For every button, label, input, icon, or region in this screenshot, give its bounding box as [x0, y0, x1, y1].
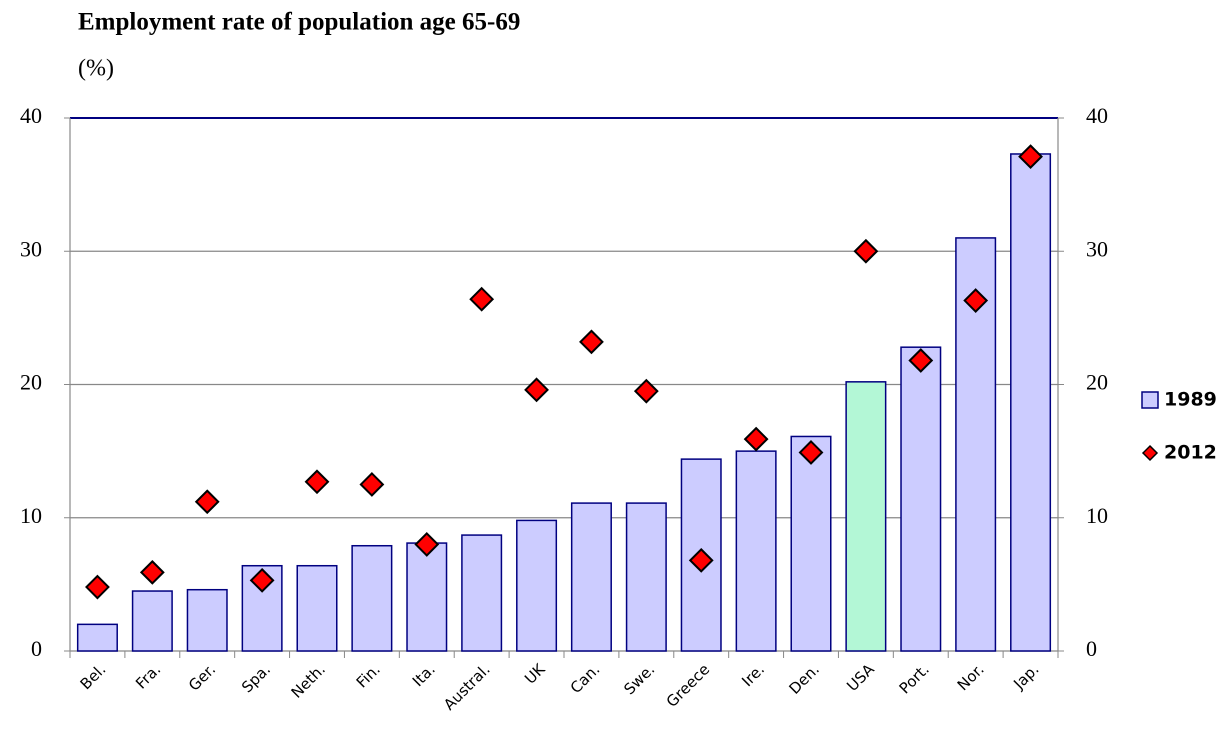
marker: [139, 559, 165, 585]
y-tick-label: 40: [20, 103, 42, 128]
y-tick-label: 10: [20, 503, 42, 528]
legend-swatch: [1141, 391, 1159, 409]
marker: [908, 348, 934, 373]
bar: [76, 623, 118, 652]
marker: [798, 440, 824, 465]
bar: [735, 450, 777, 652]
x-tick-label: Port.: [896, 660, 933, 697]
marker: [963, 288, 989, 313]
legend-label: 2012: [1164, 442, 1217, 464]
marker: [579, 329, 604, 355]
x-tick-label: UK: [521, 659, 549, 687]
marker: [1018, 144, 1043, 170]
bar: [516, 519, 558, 652]
x-tick-label: Ita.: [409, 660, 439, 690]
marker: [853, 238, 879, 264]
bar: [406, 542, 448, 652]
x-tick-label: Swe.: [620, 660, 658, 698]
y-tick-label: 20: [20, 370, 42, 395]
marker: [249, 567, 275, 593]
chart-title: Employment rate of population age 65-69: [78, 9, 520, 36]
x-tick-label: Greece: [663, 660, 713, 710]
bar: [461, 534, 503, 652]
x-tick-label: Fra.: [132, 660, 164, 692]
x-tick-label: Spa.: [238, 660, 274, 696]
x-tick-label: Austral.: [440, 660, 494, 714]
chart-subtitle: (%): [78, 56, 114, 82]
marker: [194, 489, 220, 515]
bar: [186, 588, 228, 652]
bar: [570, 502, 612, 652]
y2-tick-label: 10: [1086, 503, 1108, 528]
bar: [1010, 153, 1052, 652]
x-tick-label: Jap.: [1009, 660, 1042, 693]
bar: [625, 502, 667, 652]
marker: [633, 378, 659, 404]
marker: [359, 472, 385, 497]
x-tick-label: USA: [843, 660, 878, 695]
x-tick-label: Can.: [567, 660, 604, 697]
marker: [304, 469, 330, 495]
marker: [743, 426, 769, 452]
x-tick-label: Ger.: [185, 660, 219, 694]
bar: [351, 544, 393, 652]
x-tick-label: Nor.: [954, 660, 988, 694]
x-tick-label: Ire.: [738, 660, 768, 690]
bar: [900, 346, 942, 652]
y2-tick-label: 30: [1086, 236, 1108, 261]
y2-tick-label: 40: [1086, 103, 1108, 128]
y2-tick-label: 20: [1086, 370, 1108, 395]
y-tick-label: 30: [20, 236, 42, 261]
bar: [296, 564, 338, 652]
x-tick-label: Den.: [785, 660, 823, 698]
x-tick-label: Bel.: [77, 660, 110, 693]
marker: [469, 286, 495, 312]
bar: [790, 435, 832, 652]
legend-swatch: [1141, 444, 1159, 462]
x-tick-label: Neth.: [288, 660, 329, 701]
y-tick-label: 0: [31, 636, 42, 661]
marker: [688, 547, 714, 573]
bar: [131, 590, 173, 652]
legend-label: 1989: [1164, 389, 1217, 411]
marker: [85, 574, 110, 600]
marker: [524, 377, 549, 403]
y2-tick-label: 0: [1086, 636, 1097, 661]
x-tick-label: Fin.: [353, 660, 384, 691]
marker: [414, 531, 440, 557]
bar: [845, 381, 887, 652]
